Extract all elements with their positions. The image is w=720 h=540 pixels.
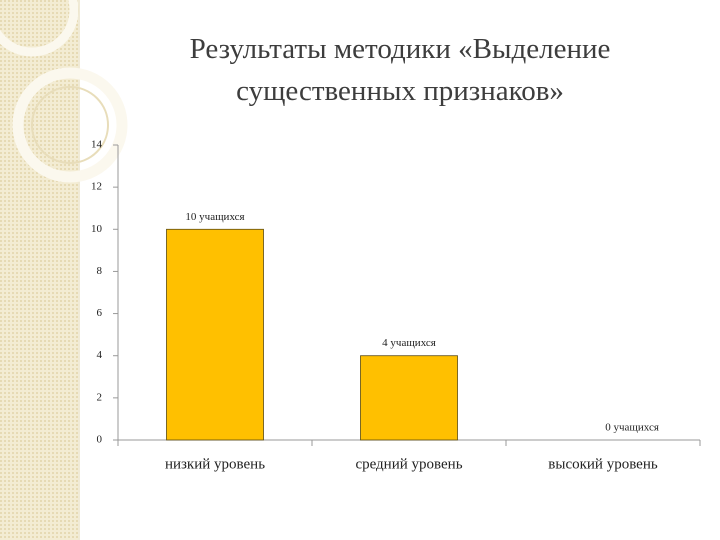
x-tick-label: низкий уровень <box>165 456 265 472</box>
y-tick-label: 10 <box>91 223 103 235</box>
y-tick-label: 6 <box>97 307 103 319</box>
chart-title: Результаты методики «Выделение существен… <box>189 33 611 107</box>
value-label: 10 учащихся <box>185 211 244 223</box>
x-tick-label: высокий уровень <box>548 456 658 472</box>
y-tick-label: 2 <box>97 391 103 403</box>
bar <box>166 228 264 441</box>
value-label: 0 учащихся <box>605 422 659 434</box>
y-tick-label: 8 <box>97 265 103 277</box>
x-tick-label: средний уровень <box>355 456 462 472</box>
y-tick-label: 12 <box>91 181 102 193</box>
y-tick-label: 0 <box>97 434 103 446</box>
y-tick-label: 4 <box>97 349 103 361</box>
value-label: 4 учащихся <box>382 337 436 349</box>
y-tick-label: 14 <box>91 139 103 151</box>
bar <box>360 355 458 441</box>
decoration <box>0 0 128 540</box>
